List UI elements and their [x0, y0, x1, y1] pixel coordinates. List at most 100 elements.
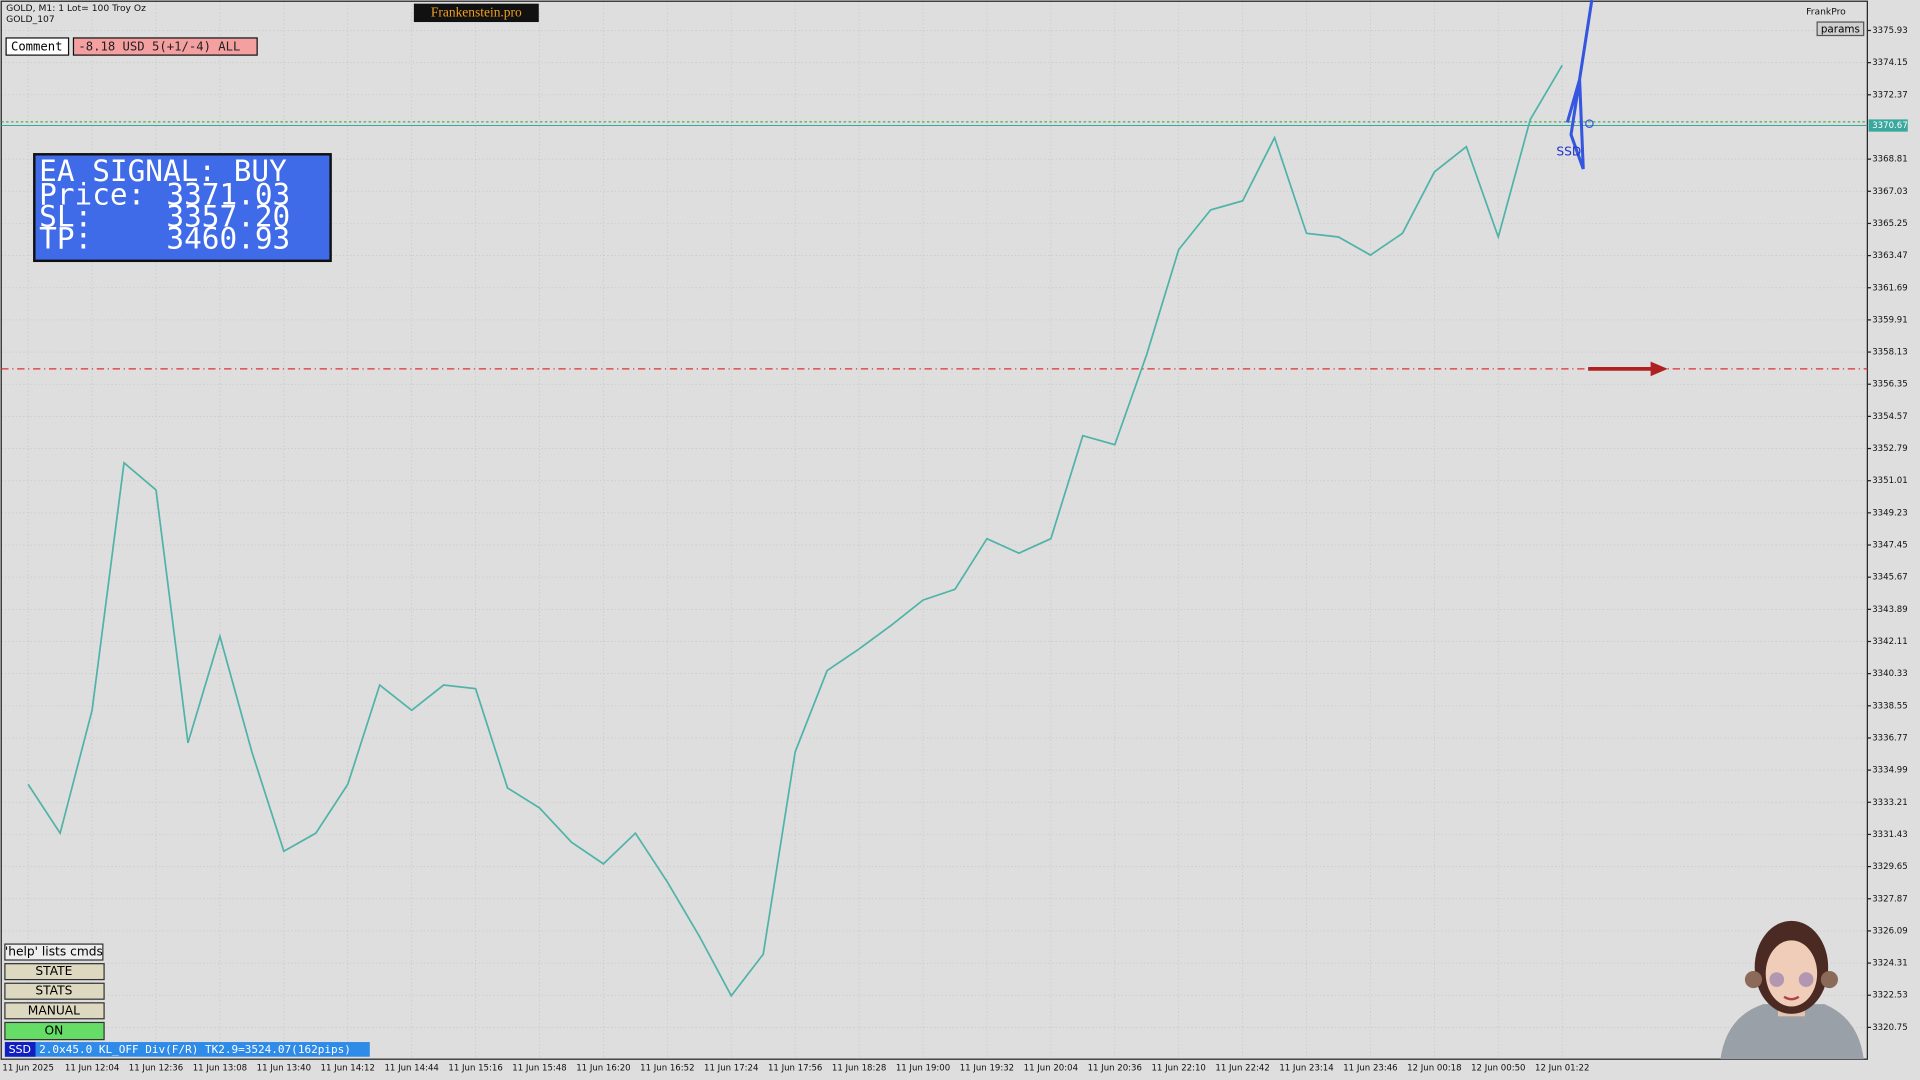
- y-tick-label: 3375.93: [1872, 26, 1907, 36]
- y-tick-label: 3347.45: [1872, 541, 1907, 551]
- x-tick-label: 11 Jun 14:12: [321, 1063, 375, 1073]
- x-tick-label: 11 Jun 15:48: [512, 1063, 566, 1073]
- status-bar: [4, 1042, 370, 1057]
- state-text[interactable]: STATE: [35, 964, 72, 978]
- signal-tp-label: TP:: [39, 222, 92, 256]
- signal-box: [33, 153, 332, 263]
- y-tick-label: 3327.87: [1872, 894, 1907, 904]
- y-tick-label: 3349.23: [1872, 508, 1907, 518]
- x-tick-label: 11 Jun 19:32: [960, 1063, 1014, 1073]
- x-tick-label: 11 Jun 18:28: [832, 1063, 886, 1073]
- state-button[interactable]: [4, 963, 105, 981]
- y-tick-label: 3361.69: [1872, 283, 1907, 293]
- pnl: -8.18 USD 5(+1/-4) ALL: [78, 40, 240, 54]
- help-text[interactable]: 'help' lists cmds: [5, 945, 103, 959]
- x-tick-label: 11 Jun 17:56: [768, 1063, 822, 1073]
- price-line: [27, 64, 1563, 998]
- stats-text[interactable]: STATS: [35, 984, 72, 998]
- comment-box[interactable]: [5, 37, 70, 56]
- top-right: FrankPro: [1806, 7, 1846, 18]
- y-tick-label: 3356.35: [1872, 380, 1907, 390]
- y-tick-label: 3365.25: [1872, 219, 1907, 229]
- y-tick-label: 3333.21: [1872, 798, 1907, 808]
- plot: [1, 64, 1868, 998]
- signal-price: 3371.03: [166, 177, 290, 211]
- y-tick-label: 3320.75: [1872, 1023, 1907, 1033]
- params[interactable]: params: [1821, 23, 1860, 35]
- status-text: 2.0x45.0 KL_OFF Div(F/R) TK2.9=3524.07(1…: [39, 1043, 351, 1056]
- x-tick-label: 12 Jun 01:22: [1535, 1063, 1589, 1073]
- manual-button[interactable]: [4, 1002, 105, 1020]
- y-tick-label: 3329.65: [1872, 862, 1907, 872]
- y-tick-label: 3338.55: [1872, 701, 1907, 711]
- x-tick-label: 11 Jun 23:14: [1279, 1063, 1333, 1073]
- signal-sl-label: SL:: [39, 199, 92, 233]
- y-tick-label: 3324.31: [1872, 959, 1907, 969]
- on-button[interactable]: [4, 1021, 105, 1041]
- x-tick-label: 11 Jun 2025: [2, 1063, 54, 1073]
- y-tick-label: 3342.11: [1872, 637, 1907, 647]
- signal-sl: 3357.20: [166, 199, 290, 233]
- y-tick-label: 3352.79: [1872, 444, 1907, 454]
- x-tick-label: 11 Jun 13:08: [193, 1063, 247, 1073]
- x-tick-label: 12 Jun 00:18: [1407, 1063, 1461, 1073]
- y-tick-label: 3351.01: [1872, 476, 1907, 486]
- y-tick-label: 3374.15: [1872, 58, 1907, 68]
- y-tick-label: 3354.57: [1872, 412, 1907, 422]
- y-tick-label: 3322.53: [1872, 991, 1907, 1001]
- x-tick-label: 11 Jun 12:04: [65, 1063, 119, 1073]
- manual-text[interactable]: MANUAL: [28, 1003, 80, 1017]
- x-tick-label: 11 Jun 16:52: [640, 1063, 694, 1073]
- brand-box: [413, 3, 539, 23]
- signal-price-label: Price:: [39, 177, 145, 211]
- x-tick-label: 11 Jun 19:00: [896, 1063, 950, 1073]
- status-tag: SSD: [9, 1043, 31, 1056]
- x-tick-label: 11 Jun 12:36: [129, 1063, 183, 1073]
- symbol: GOLD, M1: 1 Lot= 100 Troy Oz: [6, 3, 146, 14]
- y-tick-label: 3340.33: [1872, 669, 1907, 679]
- brand: Frankenstein.pro: [431, 5, 522, 20]
- x-tick-label: 11 Jun 13:40: [257, 1063, 311, 1073]
- sl-arrow-head: [1650, 361, 1668, 377]
- comment[interactable]: Comment: [11, 40, 63, 54]
- symbol-sub: GOLD_107: [6, 14, 55, 25]
- x-tick-label: 11 Jun 15:16: [448, 1063, 502, 1073]
- x-tick-label: 11 Jun 17:24: [704, 1063, 758, 1073]
- y-tick-label: 3368.81: [1872, 155, 1907, 165]
- y-tick-label: 3343.89: [1872, 605, 1907, 615]
- x-tick-label: 11 Jun 22:42: [1215, 1063, 1269, 1073]
- help-button[interactable]: [4, 943, 104, 961]
- signal-title: EA SIGNAL: BUY: [39, 154, 287, 188]
- y-tick-label: 3363.47: [1872, 251, 1907, 261]
- y-tick-label: 3334.99: [1872, 766, 1907, 776]
- current-price-tag: [1868, 119, 1908, 132]
- grid: [1, 1, 1868, 1060]
- ssd-dot: [1585, 119, 1594, 128]
- y-tick-label: 3359.91: [1872, 315, 1907, 325]
- y-tick-label: 3358.13: [1872, 348, 1907, 358]
- ssd-trace: [1565, 0, 1594, 170]
- ssd-label: SSD: [1556, 144, 1581, 158]
- pnl-box: [72, 37, 258, 56]
- y-tick-label: 3336.77: [1872, 733, 1907, 743]
- x-tick-label: 11 Jun 22:10: [1151, 1063, 1205, 1073]
- y-tick-label: 3372.37: [1872, 90, 1907, 100]
- current-price-label: 3370.67: [1872, 121, 1907, 131]
- signal-tp: 3460.93: [166, 222, 290, 256]
- y-tick-label: 3326.09: [1872, 926, 1907, 936]
- x-tick-label: 11 Jun 16:20: [576, 1063, 630, 1073]
- y-tick-label: 3345.67: [1872, 573, 1907, 583]
- x-tick-label: 11 Jun 23:46: [1343, 1063, 1397, 1073]
- x-tick-label: 11 Jun 14:44: [384, 1063, 438, 1073]
- stats-button[interactable]: [4, 982, 105, 1000]
- status-tag-box: [4, 1042, 36, 1057]
- x-tick-label: 11 Jun 20:36: [1088, 1063, 1142, 1073]
- on-text[interactable]: ON: [44, 1024, 63, 1038]
- plot-frame: [0, 0, 1868, 1060]
- y-tick-label: 3331.43: [1872, 830, 1907, 840]
- x-tick-label: 12 Jun 00:50: [1471, 1063, 1525, 1073]
- params-box[interactable]: [1816, 21, 1865, 37]
- avatar: [1720, 920, 1864, 1060]
